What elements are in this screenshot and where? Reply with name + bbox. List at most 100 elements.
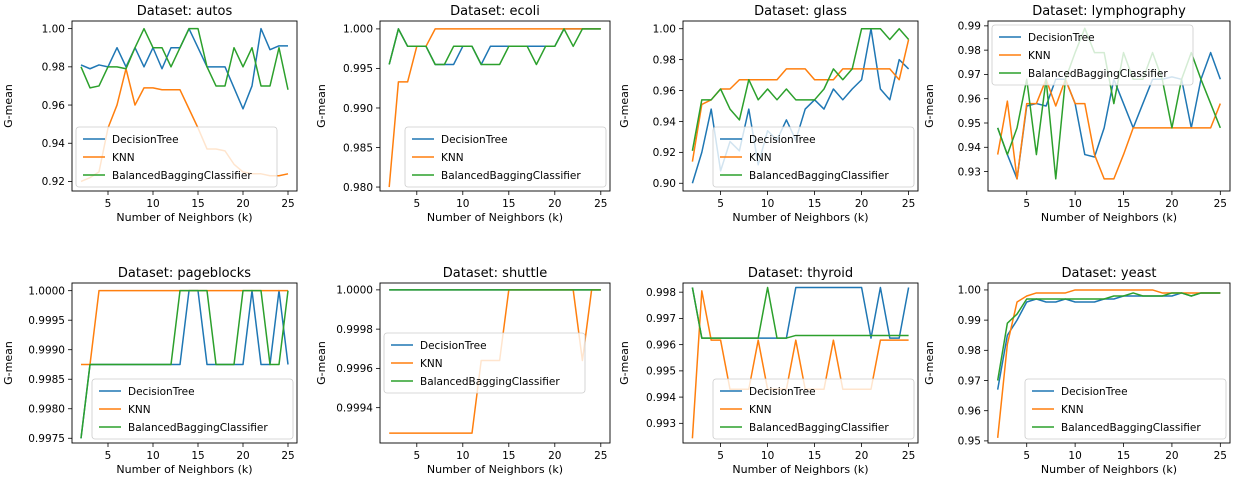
plot-frame bbox=[379, 20, 611, 192]
x-tick-label: 25 bbox=[281, 198, 294, 210]
y-tick-label: 0.90 bbox=[653, 178, 676, 190]
y-tick-label: 0.95 bbox=[958, 118, 981, 130]
legend-box bbox=[991, 24, 1194, 86]
y-tick-label: 1.0000 bbox=[28, 285, 65, 297]
x-axis-label: Number of Neighbors (k) bbox=[116, 463, 252, 476]
x-axis-label: Number of Neighbors (k) bbox=[427, 211, 563, 224]
x-tick-label: 10 bbox=[456, 450, 469, 462]
subplot-3: Dataset: lymphography 5 10 15 20 25 0.93 0.94 0.… bbox=[923, 4, 1231, 224]
subplot-0: Dataset: autos 5 10 15 20 25 0.92 0.94 0.96 0.98 1… bbox=[2, 4, 298, 224]
x-tick-label: 5 bbox=[105, 450, 112, 462]
x-tick-label: 10 bbox=[761, 198, 774, 210]
x-axis-label: Number of Neighbors (k) bbox=[732, 463, 868, 476]
legend-label: DecisionTree bbox=[441, 134, 508, 146]
y-tick-label: 0.92 bbox=[42, 176, 65, 188]
legend: DecisionTree KNN BalancedBaggingClassifier bbox=[712, 126, 915, 188]
y-tick-label: 0.98 bbox=[958, 45, 981, 57]
y-tick-label: 0.985 bbox=[343, 142, 373, 154]
series-line-knn bbox=[691, 39, 910, 162]
legend-label: KNN bbox=[112, 152, 135, 164]
plot-frame bbox=[987, 20, 1231, 192]
subplot-title: Dataset: yeast bbox=[1062, 266, 1157, 281]
y-tick-label: 0.96 bbox=[958, 94, 982, 106]
legend-label: DecisionTree bbox=[749, 134, 816, 146]
x-tick-label: 10 bbox=[1068, 198, 1081, 210]
subplot-5: Dataset: shuttle 5 10 15 20 25 0.9994 0.9996 0.9… bbox=[315, 266, 611, 476]
y-axis-label: G-mean bbox=[315, 84, 328, 128]
y-axis-label: G-mean bbox=[315, 341, 328, 385]
x-tick-label: 20 bbox=[855, 198, 868, 210]
plot-frame bbox=[71, 282, 298, 444]
y-axis-label: G-mean bbox=[618, 84, 631, 128]
x-tick-label: 20 bbox=[236, 450, 249, 462]
y-tick-label: 0.980 bbox=[343, 182, 373, 194]
y-tick-label: 0.96 bbox=[958, 405, 982, 417]
legend: DecisionTree KNN BalancedBaggingClassifier bbox=[383, 332, 586, 394]
legend-label: BalancedBaggingClassifier bbox=[441, 170, 581, 182]
y-tick-label: 0.96 bbox=[653, 85, 677, 97]
series-line-balancedbaggingclassifier bbox=[691, 27, 910, 151]
x-tick-label: 15 bbox=[808, 450, 821, 462]
y-tick-label: 1.00 bbox=[653, 24, 676, 36]
legend-label: BalancedBaggingClassifier bbox=[128, 422, 268, 434]
x-tick-label: 5 bbox=[413, 450, 420, 462]
plot-frame bbox=[987, 282, 1231, 444]
x-tick-label: 15 bbox=[502, 198, 515, 210]
legend-label: DecisionTree bbox=[420, 340, 487, 352]
legend-box bbox=[91, 378, 294, 440]
plot-frame bbox=[71, 20, 298, 192]
series-line-balancedbaggingclassifier bbox=[996, 292, 1221, 381]
series-line-decisiontree bbox=[691, 286, 910, 339]
subplot-title: Dataset: shuttle bbox=[443, 266, 547, 281]
legend-box bbox=[1024, 378, 1227, 440]
x-tick-label: 25 bbox=[594, 198, 607, 210]
y-tick-label: 0.9998 bbox=[336, 324, 373, 336]
x-tick-label: 15 bbox=[808, 198, 821, 210]
legend: DecisionTree KNN BalancedBaggingClassifier bbox=[91, 378, 294, 440]
legend-label: KNN bbox=[128, 404, 151, 416]
x-tick-label: 5 bbox=[717, 198, 724, 210]
y-tick-label: 0.9975 bbox=[28, 433, 65, 445]
series-line-decisiontree bbox=[996, 292, 1221, 390]
x-axis-label: Number of Neighbors (k) bbox=[427, 463, 563, 476]
subplot-title: Dataset: glass bbox=[754, 4, 847, 19]
y-tick-label: 1.0000 bbox=[336, 285, 373, 297]
series-line-balancedbaggingclassifier bbox=[691, 286, 909, 339]
legend-label: KNN bbox=[1061, 404, 1084, 416]
y-tick-label: 1.00 bbox=[42, 23, 65, 35]
legend-label: DecisionTree bbox=[749, 386, 816, 398]
x-tick-label: 10 bbox=[146, 198, 159, 210]
legend-box bbox=[75, 126, 278, 188]
legend: DecisionTree KNN BalancedBaggingClassifier bbox=[404, 126, 607, 188]
y-tick-label: 0.995 bbox=[343, 63, 373, 75]
y-tick-label: 0.94 bbox=[958, 142, 982, 154]
legend-label: DecisionTree bbox=[112, 134, 179, 146]
x-tick-label: 25 bbox=[281, 450, 294, 462]
y-tick-label: 0.95 bbox=[958, 436, 981, 448]
x-tick-label: 15 bbox=[502, 450, 515, 462]
y-tick-label: 0.993 bbox=[646, 418, 676, 430]
legend-label: BalancedBaggingClassifier bbox=[112, 170, 252, 182]
x-tick-label: 5 bbox=[1023, 450, 1030, 462]
x-tick-label: 15 bbox=[191, 450, 204, 462]
legend-label: BalancedBaggingClassifier bbox=[420, 376, 560, 388]
legend-label: KNN bbox=[749, 404, 772, 416]
x-tick-label: 25 bbox=[1214, 450, 1227, 462]
series-line-balancedbaggingclassifier bbox=[80, 289, 289, 439]
x-tick-label: 5 bbox=[105, 198, 112, 210]
y-tick-label: 0.97 bbox=[958, 375, 981, 387]
legend-label: DecisionTree bbox=[1028, 32, 1095, 44]
y-tick-label: 0.96 bbox=[42, 100, 66, 112]
legend-box bbox=[404, 126, 607, 188]
y-tick-label: 0.9995 bbox=[28, 315, 65, 327]
legend: DecisionTree KNN BalancedBaggingClassifier bbox=[75, 126, 278, 188]
plot-frame bbox=[682, 282, 919, 444]
x-tick-label: 25 bbox=[902, 450, 915, 462]
y-tick-label: 0.93 bbox=[958, 166, 981, 178]
x-tick-label: 10 bbox=[456, 198, 469, 210]
legend-box bbox=[383, 332, 586, 394]
legend-label: KNN bbox=[749, 152, 772, 164]
y-tick-label: 1.00 bbox=[958, 285, 981, 297]
y-tick-label: 0.995 bbox=[646, 366, 676, 378]
y-tick-label: 0.98 bbox=[42, 62, 65, 74]
